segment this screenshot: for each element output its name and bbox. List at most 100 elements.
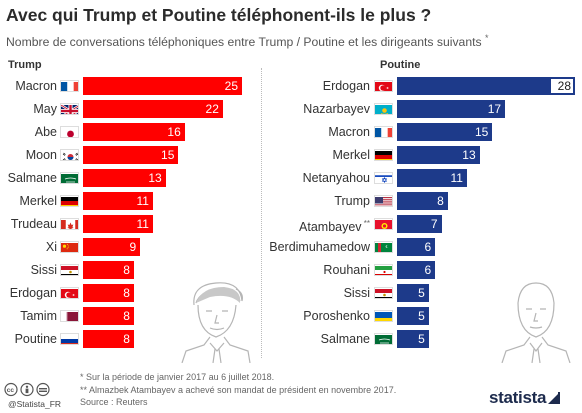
category-label: Macron	[15, 77, 57, 95]
category-label: Sissi	[31, 261, 57, 279]
category-label-text: Rouhani	[323, 263, 370, 277]
statista-logo[interactable]: statista	[489, 388, 561, 408]
category-label-text: Erdogan	[9, 286, 57, 300]
category-label-text: Trudeau	[10, 217, 57, 231]
bar-row: Nazarbayev 17	[0, 100, 582, 118]
bar	[397, 284, 429, 302]
value-label: 15	[474, 125, 489, 139]
bar	[83, 146, 179, 164]
category-label-text: Sissi	[30, 263, 57, 277]
panel-divider	[261, 68, 262, 358]
value-label: 25	[224, 79, 238, 93]
bar-row: Erdogan 8	[0, 284, 582, 302]
iran-flag-icon	[374, 264, 393, 276]
category-label-text: Netanyahou	[302, 171, 370, 185]
category-label-text: Erdogan	[322, 79, 370, 93]
category-label: Sissi	[344, 284, 370, 302]
footnote-atambayev: ** Almazbek Atambayev a achevé son manda…	[80, 384, 397, 395]
bar	[397, 261, 436, 279]
category-footnote-mark: **	[361, 219, 370, 228]
germany-flag-icon	[60, 195, 79, 207]
uk-flag-icon	[60, 103, 79, 115]
category-label: Trump	[334, 192, 370, 210]
category-label: Netanyahou	[303, 169, 370, 187]
value-label: 11	[450, 171, 463, 185]
category-label-text: Moon	[25, 148, 57, 162]
svg-text:cc: cc	[7, 387, 15, 394]
bar	[83, 330, 134, 348]
category-label-text: Poutine	[14, 332, 57, 346]
value-label: 8	[123, 263, 130, 277]
value-label: 6	[424, 263, 432, 277]
category-label: Erdogan	[323, 77, 370, 95]
category-label-text: Abe	[34, 125, 57, 139]
category-label-text: Poroshenko	[303, 309, 370, 323]
category-label-text: Trump	[334, 194, 370, 208]
south-korea-flag-icon	[60, 149, 79, 161]
value-label: 28	[557, 79, 571, 93]
germany-flag-icon	[374, 149, 393, 161]
category-label: Merkel	[332, 146, 370, 164]
value-label: 8	[123, 309, 130, 323]
creative-commons-icon: cc	[4, 382, 50, 397]
statista-logo-text: statista	[489, 388, 547, 407]
bar	[83, 215, 153, 233]
statista-logo-icon	[548, 392, 561, 404]
trump-portrait-illustration-icon	[181, 282, 251, 363]
category-label: Salmane	[8, 169, 57, 187]
france-flag-icon	[60, 80, 79, 92]
canada-flag-icon	[60, 218, 79, 230]
putin-portrait-illustration-icon	[501, 282, 571, 363]
value-label: 8	[123, 332, 130, 346]
bar-row: Abe 16	[0, 123, 582, 141]
turkey-flag-icon	[374, 80, 393, 92]
bar	[397, 192, 448, 210]
bar	[397, 100, 506, 118]
category-label-text: Salmane	[7, 171, 57, 185]
footnote-period: * Sur la période de janvier 2017 au 6 ju…	[80, 372, 275, 382]
ukraine-flag-icon	[374, 310, 393, 322]
category-label: Nazarbayev	[303, 100, 370, 118]
bar	[397, 238, 436, 256]
bar	[83, 284, 134, 302]
footnotes: * Sur la période de janvier 2017 au 6 ju…	[80, 371, 396, 409]
category-label: Poroshenko	[303, 307, 370, 325]
value-label: 11	[136, 194, 149, 208]
source-note: Source : Reuters	[80, 397, 148, 407]
bar-row: May 22	[0, 100, 582, 118]
bar	[397, 169, 467, 187]
russia-flag-icon	[60, 333, 79, 345]
turkey-flag-icon	[60, 287, 79, 299]
page-subtitle: Nombre de conversations téléphoniques en…	[6, 33, 489, 49]
value-label: 13	[148, 171, 162, 185]
value-label: 13	[462, 148, 476, 162]
value-label: 9	[129, 240, 137, 254]
value-label: 22	[205, 102, 219, 116]
category-label-text: Macron	[328, 125, 370, 139]
bar	[83, 123, 185, 141]
bar-row: Salmane 5	[0, 330, 582, 348]
bar-row: Tamim 8	[0, 307, 582, 325]
bar-row: Poroshenko 5	[0, 307, 582, 325]
bar-row: Rouhani 6	[0, 261, 582, 279]
category-label: Salmane	[321, 330, 370, 348]
category-label: Rouhani	[323, 261, 370, 279]
poutine-panel-label: Poutine	[380, 59, 421, 71]
kazakhstan-flag-icon	[374, 103, 393, 115]
category-label: Erdogan	[10, 284, 57, 302]
category-label-text: Salmane	[320, 332, 370, 346]
qatar-flag-icon	[60, 310, 79, 322]
category-label: Poutine	[15, 330, 57, 348]
category-label: Xi	[46, 238, 57, 256]
value-label: 5	[418, 309, 425, 323]
category-label: Tamim	[20, 307, 57, 325]
usa-flag-icon	[374, 195, 393, 207]
bar	[83, 238, 141, 256]
bar-row: Xi 9	[0, 238, 582, 256]
bar-row: Macron 25	[0, 77, 582, 95]
bar-row: Sissi 5	[0, 284, 582, 302]
value-label: 8	[123, 286, 130, 300]
bar	[83, 192, 153, 210]
value-label: 5	[418, 332, 425, 346]
category-label-text: Tamim	[20, 309, 57, 323]
